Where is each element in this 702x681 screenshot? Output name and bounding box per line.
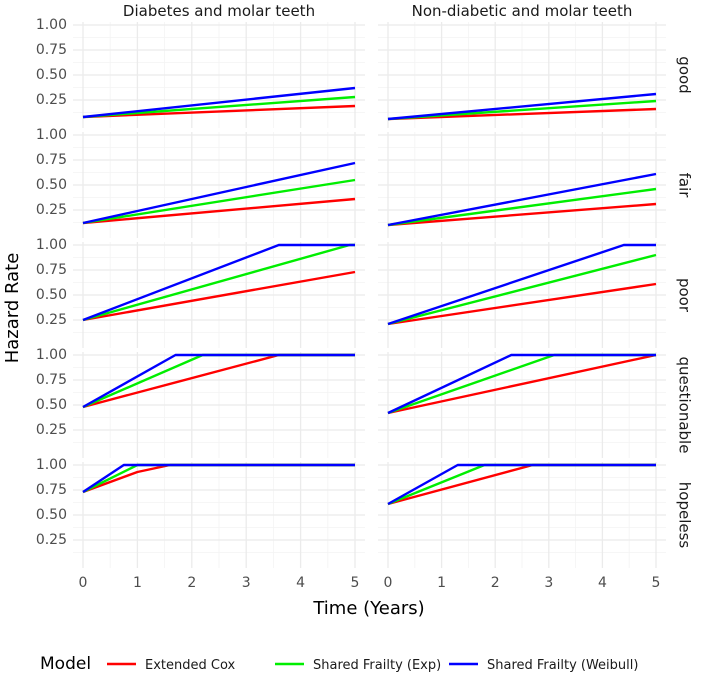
x-tick-label: 3	[544, 575, 553, 591]
x-tick-label: 0	[79, 575, 88, 591]
y-tick-label: 0.50	[36, 177, 67, 193]
y-tick-label: 0.50	[36, 67, 67, 83]
y-tick-label: 1.00	[36, 457, 67, 473]
x-tick-label: 5	[652, 575, 661, 591]
y-tick-label: 1.00	[36, 347, 67, 363]
y-tick-label: 0.75	[36, 482, 67, 498]
series-line-shared-frailty-exp-poor-1	[387, 253, 657, 326]
legend-title: Model	[40, 654, 91, 674]
series-line-shared-frailty-exp-good-0	[82, 95, 356, 119]
y-tick-label: 0.50	[36, 287, 67, 303]
x-tick-label: 2	[187, 575, 196, 591]
x-tick-label: 3	[242, 575, 251, 591]
legend-label-shared-frailty-exp: Shared Frailty (Exp)	[313, 658, 441, 673]
y-tick-label: 0.25	[36, 532, 67, 548]
series-line-extended-cox-good-0	[82, 104, 356, 119]
series-line-extended-cox-fair-0	[82, 197, 356, 225]
y-tick-label: 0.25	[36, 202, 67, 218]
x-tick-label: 0	[384, 575, 393, 591]
series-line-shared-frailty-weibull-good-1	[387, 92, 657, 121]
y-tick-label: 1.00	[36, 127, 67, 143]
series-line-shared-frailty-weibull-questionable-1	[387, 353, 656, 415]
x-axis-title: Time (Years)	[312, 598, 424, 619]
series-line-shared-frailty-weibull-fair-1	[387, 172, 657, 227]
x-tick-label: 1	[437, 575, 446, 591]
series-line-shared-frailty-exp-fair-0	[82, 178, 356, 225]
y-tick-label: 0.25	[36, 422, 67, 438]
y-tick-label: 0.25	[36, 92, 67, 108]
x-tick-label: 4	[296, 575, 305, 591]
row-strip-label: questionable	[676, 357, 694, 454]
row-strip-label: good	[676, 56, 694, 93]
row-strip-label: hopeless	[676, 482, 694, 549]
y-tick-label: 0.75	[36, 372, 67, 388]
series-line-shared-frailty-weibull-questionable-0	[82, 353, 355, 409]
series-line-extended-cox-fair-1	[387, 202, 657, 227]
y-tick-label: 0.75	[36, 152, 67, 168]
series-line-shared-frailty-weibull-good-0	[82, 86, 356, 119]
series-line-shared-frailty-weibull-hopeless-1	[387, 463, 656, 506]
legend: Model Extended Cox Shared Frailty (Exp) Sh…	[40, 654, 638, 674]
series-line-shared-frailty-exp-fair-1	[387, 187, 657, 227]
series-line-shared-frailty-weibull-hopeless-0	[82, 463, 355, 494]
column-strip-label: Diabetes and molar teeth	[123, 2, 315, 20]
series-line-extended-cox-poor-1	[387, 282, 657, 326]
y-tick-label: 0.50	[36, 397, 67, 413]
x-tick-label: 4	[598, 575, 607, 591]
row-strip-label: poor	[676, 278, 694, 313]
series-line-extended-cox-questionable-1	[387, 353, 657, 415]
y-tick-label: 1.00	[36, 17, 67, 33]
x-tick-label: 5	[351, 575, 360, 591]
legend-label-shared-frailty-weibull: Shared Frailty (Weibull)	[487, 658, 638, 673]
series-line-extended-cox-good-1	[387, 107, 657, 121]
series-line-shared-frailty-weibull-fair-0	[82, 161, 356, 225]
legend-label-extended-cox: Extended Cox	[145, 658, 236, 673]
y-tick-label: 0.75	[36, 262, 67, 278]
column-strip-label: Non-diabetic and molar teeth	[412, 2, 633, 20]
y-tick-label: 0.25	[36, 312, 67, 328]
series-line-shared-frailty-weibull-poor-0	[82, 243, 355, 322]
x-tick-label: 2	[491, 575, 500, 591]
x-tick-label: 1	[133, 575, 142, 591]
series-line-shared-frailty-weibull-poor-1	[387, 243, 656, 326]
y-tick-label: 0.75	[36, 42, 67, 58]
series-line-extended-cox-poor-0	[82, 270, 356, 322]
y-tick-label: 1.00	[36, 237, 67, 253]
y-tick-label: 0.50	[36, 507, 67, 523]
row-strip-label: fair	[676, 173, 694, 199]
lines-layer	[82, 86, 657, 506]
labels-layer: Diabetes and molar teeth Non-diabetic and…	[36, 2, 694, 591]
y-axis-title: Hazard Rate	[2, 253, 23, 364]
